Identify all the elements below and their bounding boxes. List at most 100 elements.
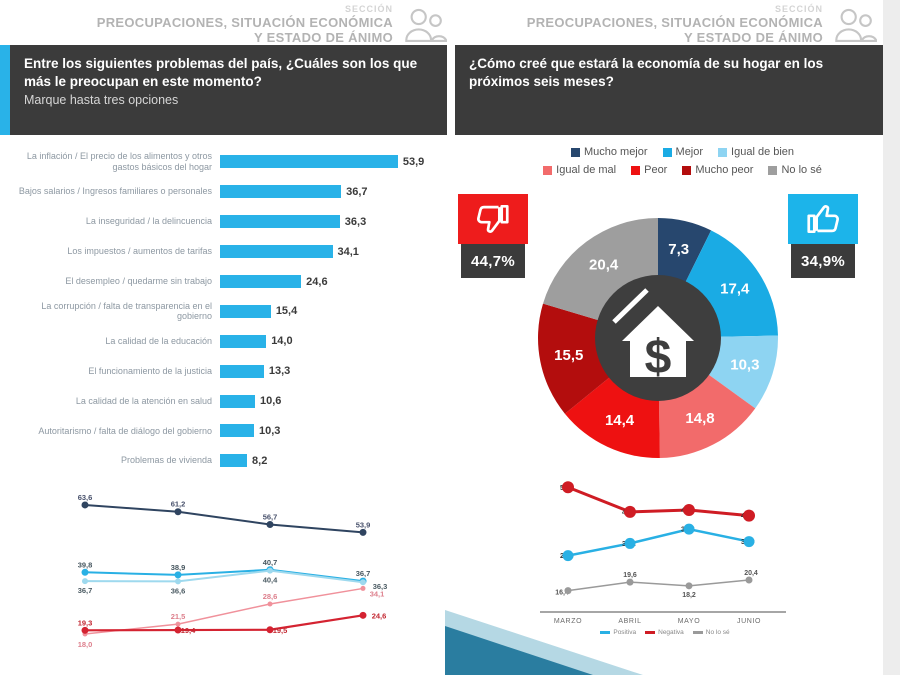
legend-swatch	[682, 165, 692, 175]
legend-item: No lo sé	[768, 164, 822, 176]
section-title: PREOCUPACIONES, SITUACIÓN ECONÓMICA Y ES…	[526, 15, 823, 46]
legend-label: No lo sé	[781, 164, 822, 176]
legend-label: Mucho mejor	[583, 146, 648, 158]
svg-text:17,4: 17,4	[720, 281, 750, 298]
house-dollar-icon: $	[612, 288, 694, 384]
legend-swatch	[718, 147, 728, 157]
negative-total-value: 44,7%	[461, 244, 525, 278]
donut-slice	[543, 218, 658, 321]
bar-row: Problemas de vivienda 8,2	[10, 446, 442, 476]
svg-text:$: $	[645, 331, 672, 384]
legend-item: Mejor	[662, 146, 704, 158]
legend-item: Igual de bien	[718, 146, 794, 158]
bar-track: 8,2	[220, 454, 442, 468]
bar-value: 24,6	[306, 275, 328, 288]
mini-legend-item: Negativa	[645, 629, 684, 636]
bar-value: 10,3	[258, 424, 281, 437]
section-eyebrow: SECCIÓN	[344, 4, 393, 14]
bar-value: 8,2	[252, 454, 268, 467]
legend-item: Mucho mejor	[570, 146, 648, 158]
bar-value: 15,4	[275, 305, 298, 318]
bar	[220, 364, 264, 378]
svg-text:21,5: 21,5	[171, 612, 186, 621]
bar-label: Problemas de vivienda	[120, 455, 212, 466]
mini-legend-label: Negativa	[658, 629, 684, 636]
page-edge-strip	[883, 0, 900, 675]
svg-text:61,2: 61,2	[171, 500, 186, 509]
legend-row: Igual de mal Peor Mucho peor No lo sé	[490, 164, 875, 176]
question-accent-bar	[0, 45, 10, 135]
legend-label: Mucho peor	[695, 164, 754, 176]
legend-swatch	[543, 165, 553, 175]
bar-row: La inflación / El precio de los alimento…	[10, 147, 442, 177]
bar-value: 14,0	[271, 335, 293, 348]
svg-text:28,6: 28,6	[263, 592, 278, 601]
bar-row: La calidad de la educación 14,0	[10, 326, 442, 356]
bar-label: La calidad de la atención en salud	[75, 395, 212, 406]
bar	[220, 394, 255, 408]
bar-row: La calidad de la atención en salud 10,6	[10, 386, 442, 416]
mini-legend-item: Positiva	[600, 629, 636, 636]
svg-text:10,3: 10,3	[730, 357, 759, 374]
mini-legend-label: No lo sé	[705, 629, 730, 636]
mini-legend-marker	[645, 631, 656, 634]
bar-track: 10,3	[220, 424, 442, 438]
section-eyebrow: SECCIÓN	[774, 4, 823, 14]
mini-legend-marker	[600, 631, 611, 634]
bar-row: Autoritarismo / falta de diálogo del gob…	[10, 416, 442, 446]
legend-row: Mucho mejor Mejor Igual de bien	[490, 146, 875, 158]
bar-label: Los impuestos / aumentos de tarifas	[67, 246, 212, 257]
question-text: ¿Cómo creé que estará la economía de su …	[469, 56, 824, 89]
sentiment-trend-legend: Positiva Negativa No lo sé	[560, 629, 770, 636]
section-header-right: SECCIÓN PREOCUPACIONES, SITUACIÓN ECONÓM…	[446, 4, 877, 46]
legend-swatch	[631, 165, 641, 175]
bar-row: La inseguridad / la delincuencia 36,3	[10, 207, 442, 237]
svg-text:14,8: 14,8	[685, 410, 714, 427]
bar-track: 53,9	[220, 155, 442, 169]
bar-track: 34,1	[220, 245, 442, 259]
problems-trend-chart: 63,6 61,2 56,7 53,9 39,8 38,9 40,7 36,7 36,7 36,6…	[78, 493, 388, 649]
svg-text:20,4: 20,4	[744, 570, 758, 577]
people-icon	[405, 8, 447, 42]
bar-track: 14,0	[220, 334, 442, 348]
svg-text:53,9: 53,9	[356, 520, 371, 529]
section-header-text: SECCIÓN PREOCUPACIONES, SITUACIÓN ECONÓM…	[527, 4, 823, 46]
legend-label: Peor	[644, 164, 668, 176]
svg-text:36,7: 36,7	[78, 586, 93, 595]
svg-text:19,5: 19,5	[273, 626, 288, 635]
legend-label: Igual de mal	[556, 164, 617, 176]
bar	[220, 215, 340, 229]
svg-text:36,3: 36,3	[373, 582, 388, 591]
bar-label: La corrupción / falta de transparencia e…	[41, 300, 212, 322]
household-economy-donut-chart: 7,3 17,4 10,3 14,8 14,4 15,5 20,4 $	[538, 218, 778, 458]
svg-text:14,4: 14,4	[605, 412, 635, 429]
bar-label: El desempleo / quedarme sin trabajo	[65, 276, 212, 287]
bar	[220, 454, 248, 468]
bar-track: 13,3	[220, 364, 442, 378]
bar-row: El funcionamiento de la justicia 13,3	[10, 356, 442, 386]
legend-item: Peor	[631, 164, 667, 176]
positive-total-value: 34,9%	[791, 244, 855, 278]
bar-row: La corrupción / falta de transparencia e…	[10, 296, 442, 326]
svg-text:34,1: 34,1	[370, 589, 385, 598]
bar	[220, 334, 267, 348]
svg-text:19,4: 19,4	[181, 626, 196, 635]
bar	[220, 275, 302, 288]
bar-label: El funcionamiento de la justicia	[88, 365, 212, 376]
svg-text:36,6: 36,6	[171, 586, 186, 595]
problems-bar-chart: La inflación / El precio de los alimento…	[10, 147, 442, 476]
bar-value: 34,1	[337, 245, 359, 258]
thumbs-down-icon	[477, 204, 509, 233]
bar-track: 36,3	[220, 215, 442, 229]
question-instruction: Marque hasta tres opciones	[24, 92, 179, 107]
bar-label: La inflación / El precio de los alimento…	[26, 151, 212, 172]
legend-swatch	[662, 147, 672, 157]
legend-label: Mejor	[675, 146, 704, 158]
thumbs-up-icon	[807, 205, 839, 234]
svg-text:18,0: 18,0	[78, 640, 93, 649]
svg-text:16,4: 16,4	[555, 590, 569, 597]
bar-label: Bajos salarios / Ingresos familiares o p…	[18, 186, 212, 197]
thumbs-down-badge	[458, 194, 528, 244]
legend-label: Igual de bien	[731, 146, 795, 158]
